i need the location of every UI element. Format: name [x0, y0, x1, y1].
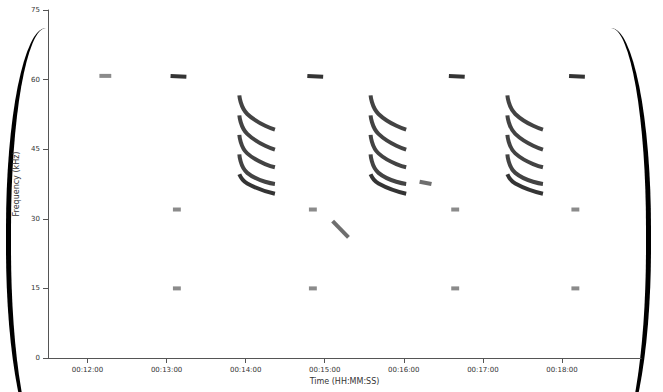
svg-text:00:12:00: 00:12:00	[72, 366, 103, 374]
svg-text:75: 75	[31, 6, 40, 14]
svg-text:00:16:00: 00:16:00	[388, 366, 419, 374]
svg-text:00:18:00: 00:18:00	[546, 366, 577, 374]
svg-text:00:14:00: 00:14:00	[230, 366, 261, 374]
svg-text:Frequency (kHz): Frequency (kHz)	[12, 152, 21, 217]
svg-text:00:17:00: 00:17:00	[467, 366, 498, 374]
svg-text:00:13:00: 00:13:00	[151, 366, 182, 374]
svg-text:30: 30	[31, 215, 40, 223]
svg-text:45: 45	[31, 145, 40, 153]
svg-text:Time (HH:MM:SS): Time (HH:MM:SS)	[309, 377, 380, 386]
svg-text:00:15:00: 00:15:00	[309, 366, 340, 374]
svg-text:15: 15	[31, 284, 40, 292]
svg-text:0: 0	[36, 354, 40, 362]
svg-text:60: 60	[31, 76, 40, 84]
